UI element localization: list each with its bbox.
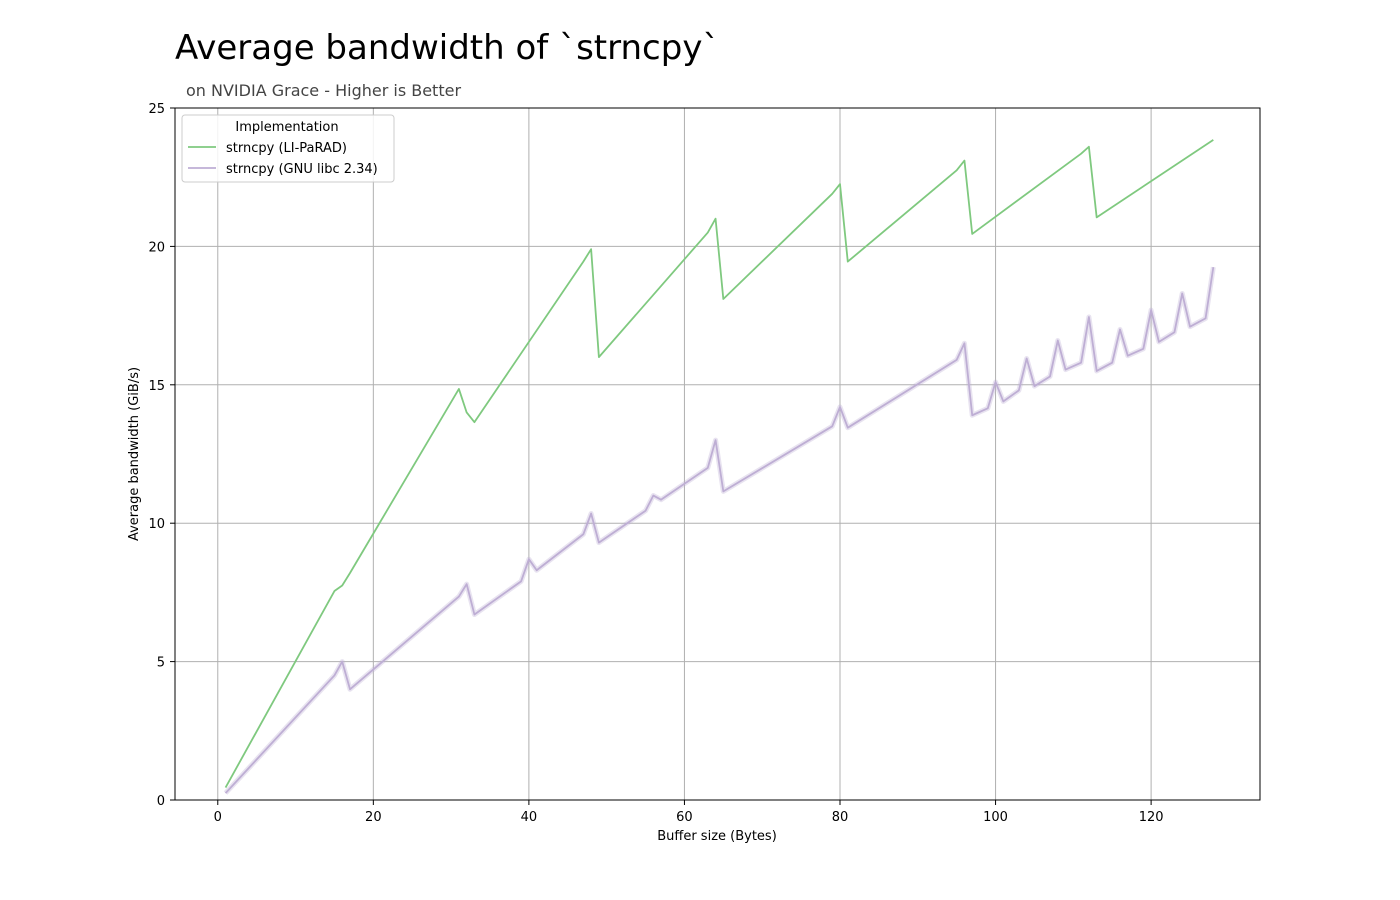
y-tick-label: 0 [157,794,165,809]
y-tick-label: 20 [148,240,165,255]
series-lines [223,139,1216,795]
grid-lines [175,108,1260,800]
y-tick-label: 25 [148,102,165,117]
x-tick-label: 60 [676,810,693,825]
y-tick-label: 15 [148,379,165,394]
y-tick-label: 10 [148,517,165,532]
axis-ticks: 0 20 40 60 80 100 120 0 5 10 15 20 25 [148,102,1163,825]
series-line-gnu-libc [224,267,1215,794]
y-tick-label: 5 [157,656,165,671]
legend-entry-gnu-libc: strncpy (GNU libc 2.34) [226,162,378,177]
legend-title: Implementation [235,120,338,135]
plot-frame [174,107,1261,801]
chart-title: Average bandwidth of `strncpy` [175,28,720,68]
x-axis-label: Buffer size (Bytes) [657,829,777,844]
legend-entry-li-parad: strncpy (LI-PaRAD) [226,141,347,156]
x-tick-label: 40 [521,810,538,825]
x-tick-label: 120 [1139,810,1164,825]
y-axis-label: Average bandwidth (GiB/s) [127,367,142,541]
chart-subtitle: on NVIDIA Grace - Higher is Better [186,81,462,100]
x-tick-label: 0 [214,810,222,825]
legend-box [181,114,395,183]
legend: Implementation strncpy (LI-PaRAD) strncp… [181,114,395,183]
x-tick-label: 80 [832,810,849,825]
x-tick-label: 20 [365,810,382,825]
series-line-li-parad [224,139,1214,788]
x-tick-label: 100 [983,810,1008,825]
